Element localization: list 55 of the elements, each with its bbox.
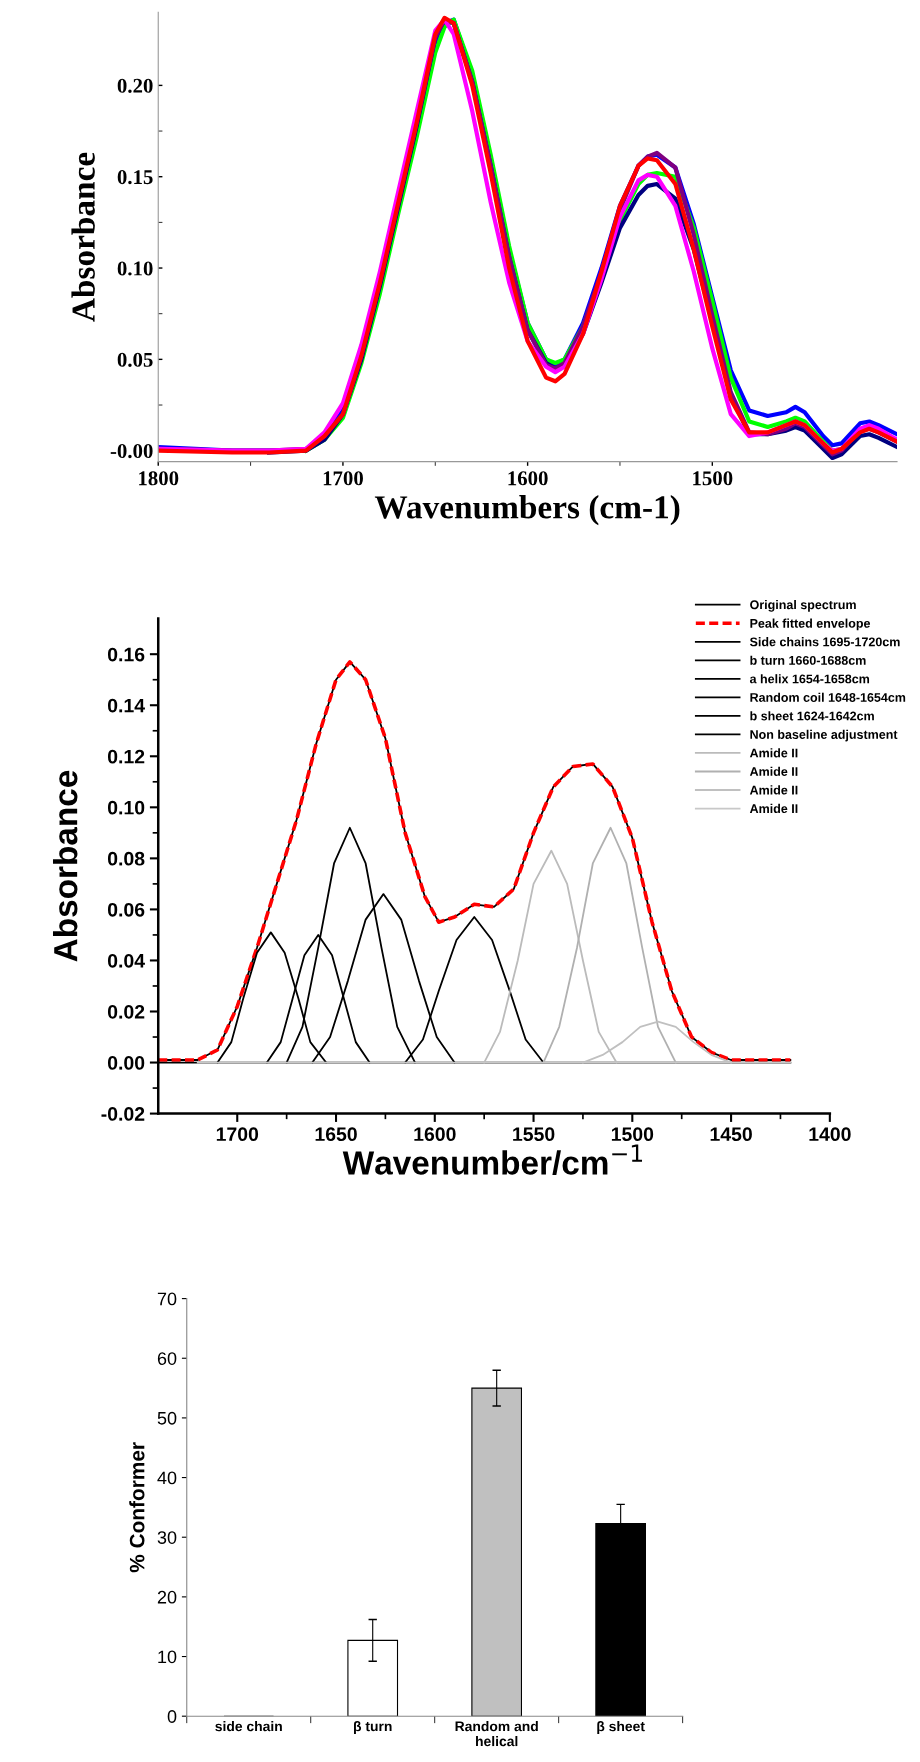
y-tick-label: 0.14: [107, 698, 145, 713]
legend-label: Amide II: [749, 766, 798, 776]
y-tick-label: 0.08: [107, 851, 145, 866]
x-tick-label: 1500: [611, 1127, 654, 1142]
y-tick-label: 70: [157, 1292, 177, 1306]
x-tick-label: β turn: [354, 1721, 392, 1734]
x-tick-label: Random and helical: [455, 1721, 538, 1747]
y-tick-label: 30: [157, 1531, 177, 1544]
legend-label: Original spectrum: [750, 600, 856, 612]
x-tick-label: 1400: [809, 1127, 851, 1142]
y-tick-label: 0.10: [107, 800, 145, 815]
y-tick-label: 40: [157, 1471, 177, 1485]
y-tick-label: -0.00: [110, 444, 153, 459]
y-tick-label: -0.02: [101, 1107, 145, 1121]
y-tick-label: 0.16: [107, 647, 145, 662]
x-axis-title: Wavenumbers (cm-1): [374, 495, 680, 526]
legend-label: Peak fitted envelope: [750, 618, 871, 631]
legend-label: Non baseline adjustment: [750, 729, 898, 742]
y-tick-label: 0.10: [117, 261, 153, 276]
x-tick-label: 1550: [513, 1127, 555, 1142]
y-axis-title: % Conformer: [129, 1442, 145, 1573]
x-tick-label: 1500: [693, 471, 733, 486]
legend-label: b turn 1660-1688cm: [750, 655, 866, 665]
x-tick-label: β sheet: [597, 1721, 645, 1734]
legend-label: Side chains 1695-1720cm: [749, 637, 900, 647]
x-tick-label: side chain: [215, 1721, 282, 1732]
x-tick-label: 1700: [323, 471, 363, 486]
x-tick-label: 1800: [139, 471, 179, 486]
y-tick-label: 0.00: [107, 1056, 145, 1070]
y-tick-label: 10: [158, 1650, 177, 1664]
legend-label: Amide II: [749, 748, 798, 758]
y-tick-label: 0.12: [107, 749, 145, 764]
y-tick-label: 60: [157, 1352, 177, 1365]
y-tick-label: 0.15: [117, 170, 153, 185]
x-axis-title: Wavenumber/cm$^{−1}$: [342, 1144, 643, 1176]
y-axis-title: Absorbance: [52, 770, 78, 962]
x-tick-label: 1600: [414, 1127, 456, 1142]
y-tick-label: 0.05: [117, 352, 153, 367]
y-tick-label: 0.04: [107, 953, 145, 968]
y-tick-label: 0.06: [107, 902, 145, 917]
x-tick-label: 1650: [315, 1127, 357, 1142]
legend-label: Random coil 1648-1654cm: [750, 692, 906, 702]
legend-label: b sheet 1624-1642cm: [750, 711, 874, 721]
y-tick-label: 20: [157, 1590, 177, 1604]
x-tick-label: 1450: [710, 1127, 752, 1142]
legend-label: a helix 1654-1658cm: [749, 674, 870, 684]
legend-label: Amide II: [749, 803, 798, 814]
y-tick-label: 0.20: [117, 78, 153, 93]
y-tick-label: 50: [157, 1411, 177, 1425]
y-tick-label: 0.02: [107, 1004, 145, 1019]
x-tick-label: 1600: [508, 471, 548, 486]
legend-label: Amide II: [749, 785, 798, 795]
x-tick-label: 1700: [216, 1127, 259, 1142]
y-tick-label: 0: [167, 1710, 177, 1723]
y-axis-title: Absorbance: [71, 152, 95, 322]
